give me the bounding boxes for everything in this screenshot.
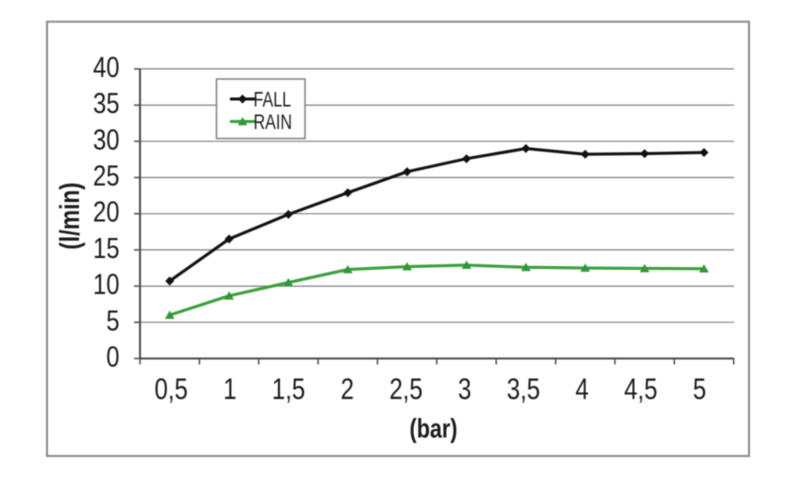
svg-text:10: 10: [93, 268, 119, 301]
svg-text:20: 20: [93, 195, 119, 228]
svg-text:0: 0: [106, 340, 119, 373]
svg-text:3: 3: [458, 371, 471, 405]
svg-text:40: 40: [93, 51, 119, 84]
svg-text:(bar): (bar): [410, 414, 458, 444]
svg-text:25: 25: [93, 159, 119, 192]
svg-text:RAIN: RAIN: [254, 111, 293, 135]
svg-text:1: 1: [223, 371, 236, 405]
svg-text:5: 5: [106, 304, 119, 337]
svg-text:2: 2: [341, 371, 354, 405]
svg-text:1,5: 1,5: [272, 371, 305, 405]
svg-text:15: 15: [93, 232, 119, 265]
svg-text:4: 4: [575, 371, 588, 405]
svg-text:0,5: 0,5: [155, 371, 188, 405]
svg-text:4,5: 4,5: [624, 371, 657, 405]
svg-text:5: 5: [693, 371, 706, 405]
svg-text:(l/min): (l/min): [55, 182, 86, 249]
svg-text:FALL: FALL: [254, 88, 292, 112]
svg-text:35: 35: [93, 87, 119, 120]
svg-text:2,5: 2,5: [389, 371, 422, 405]
svg-text:3,5: 3,5: [507, 371, 540, 405]
svg-text:30: 30: [93, 123, 119, 156]
